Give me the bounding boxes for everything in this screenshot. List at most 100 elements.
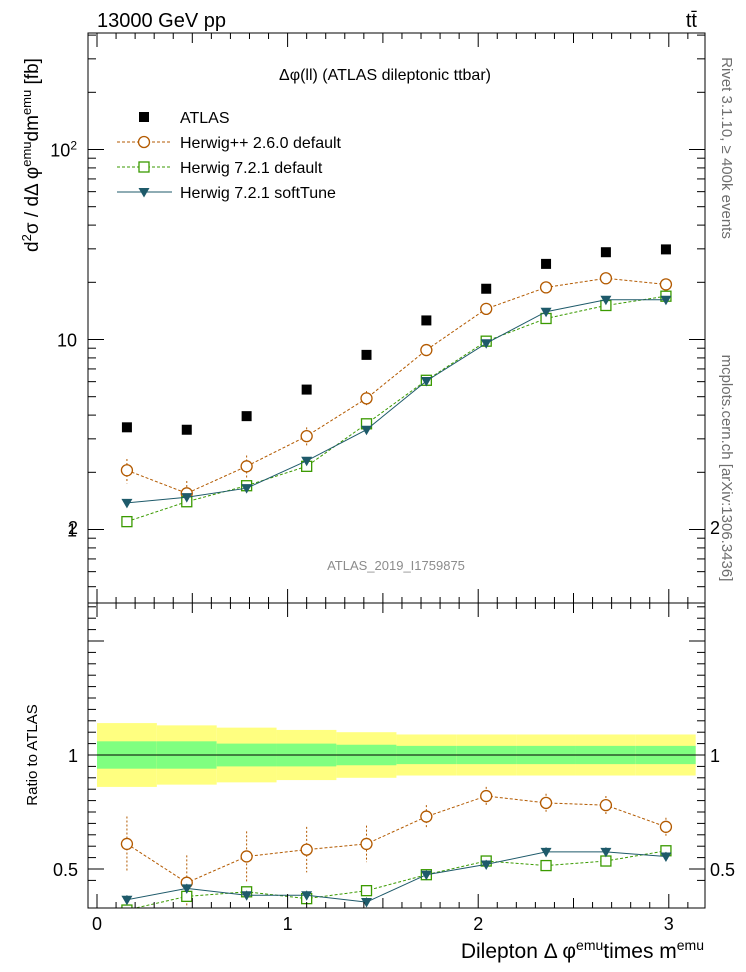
x-tick-label: 0 xyxy=(92,914,102,934)
legend-label: ATLAS xyxy=(180,110,230,127)
data-point xyxy=(539,281,553,294)
data-point xyxy=(360,885,373,897)
data-point xyxy=(480,302,493,315)
data-point xyxy=(121,895,133,906)
analysis-id: ATLAS_2019_I1759875 xyxy=(327,558,465,573)
data-point xyxy=(121,904,133,908)
data-point xyxy=(361,349,372,360)
legend: ATLAS Herwig++ 2.6.0 default Herwig 7.2.1 … xyxy=(117,110,342,202)
x-tick-label: 2 xyxy=(473,914,483,934)
main-y-axis-label: d2σ / dΔ φemudmemu [fb] xyxy=(19,58,44,252)
y-tick-label: 0.5 xyxy=(53,860,78,880)
legend-marker xyxy=(139,112,149,122)
data-point xyxy=(121,422,132,433)
series-line xyxy=(126,295,666,523)
ratio-y-axis-label: Ratio to ATLAS xyxy=(24,704,41,805)
legend-entry: ATLAS xyxy=(139,110,230,127)
data-point xyxy=(660,244,671,255)
data-point xyxy=(660,295,672,306)
series-herwig-7-2-1-softtune xyxy=(121,295,672,509)
data-point xyxy=(301,384,312,395)
data-point xyxy=(600,295,612,306)
data-point xyxy=(300,843,313,856)
data-point xyxy=(360,837,373,851)
series-herwig-7-2-1-softtune xyxy=(121,847,672,908)
y-tick-label-right: 0.5 xyxy=(710,860,735,880)
data-point xyxy=(240,460,253,473)
legend-entry: Herwig 7.2.1 default xyxy=(117,160,323,177)
legend-label: Herwig++ 2.6.0 default xyxy=(180,135,342,152)
series-line xyxy=(126,299,666,504)
data-point xyxy=(301,456,313,467)
data-point xyxy=(481,283,492,294)
data-point xyxy=(599,799,613,812)
x-tick-label: 3 xyxy=(664,914,674,934)
data-point xyxy=(361,425,373,436)
ratio-uncertainty-band xyxy=(97,723,696,787)
y-tick-label: 1 xyxy=(67,521,77,541)
rivet-note: Rivet 3.1.10, ≥ 400k events xyxy=(718,57,735,239)
data-point xyxy=(659,278,673,291)
data-point xyxy=(420,376,432,387)
mcplots-note: mcplots.cern.ch [arXiv:1306.3436] xyxy=(718,355,735,582)
plot-title: Δφ(ll) (ATLAS dileptonic ttbar) xyxy=(279,67,491,84)
series-herwig-7-2-1-default xyxy=(121,845,672,908)
series-herwig-7-2-1-default xyxy=(121,290,672,528)
legend-entry: Herwig 7.2.1 softTune xyxy=(117,185,336,202)
data-point xyxy=(121,515,133,528)
data-point xyxy=(659,820,673,833)
series-line xyxy=(126,795,667,884)
data-point xyxy=(480,339,492,349)
data-point xyxy=(540,307,552,318)
series-atlas xyxy=(121,244,671,435)
data-point xyxy=(599,272,613,285)
data-point xyxy=(240,850,253,863)
series-herwig-2-6-0-default xyxy=(120,272,673,508)
series-line xyxy=(126,851,666,903)
y-tick-label-right: 1 xyxy=(710,746,720,766)
y-tick-label: 1 xyxy=(68,746,78,766)
process-label: tt̄ xyxy=(686,10,698,32)
data-point xyxy=(480,789,493,803)
data-point xyxy=(421,315,432,326)
data-point xyxy=(541,258,552,269)
y-tick-label: 2 xyxy=(68,518,78,538)
series-line xyxy=(126,277,666,494)
data-point xyxy=(120,464,134,477)
y-tick-label: 102 xyxy=(50,139,77,161)
legend-label: Herwig 7.2.1 softTune xyxy=(180,185,336,202)
data-point xyxy=(181,493,193,503)
data-point xyxy=(301,891,313,901)
data-point xyxy=(420,810,433,823)
y-tick-label: 10 xyxy=(57,331,77,351)
data-point xyxy=(539,796,553,810)
legend-marker xyxy=(137,135,151,149)
data-point xyxy=(600,855,612,867)
data-point xyxy=(181,884,193,894)
legend-entry: Herwig++ 2.6.0 default xyxy=(117,135,342,152)
ratio-panel: 0 1 2 30.5 0.51 12 2 xyxy=(53,518,735,934)
data-point xyxy=(361,898,373,908)
data-point xyxy=(241,484,253,494)
data-point xyxy=(121,498,133,509)
energy-label: 13000 GeV pp xyxy=(97,10,226,32)
data-point xyxy=(600,847,612,858)
data-point xyxy=(360,392,373,405)
x-tick-label: 1 xyxy=(283,914,293,934)
data-point xyxy=(540,859,552,872)
series-herwig-2-6-0-default xyxy=(120,786,673,908)
data-point xyxy=(660,852,672,862)
data-point xyxy=(420,870,432,881)
data-point xyxy=(300,429,313,443)
data-point xyxy=(120,837,134,851)
data-point xyxy=(600,247,611,258)
series-line xyxy=(133,850,666,908)
x-axis-label: Dilepton Δ φemutimes memu xyxy=(461,937,704,963)
data-point xyxy=(181,424,192,435)
data-point xyxy=(480,860,492,870)
data-point xyxy=(241,891,253,901)
legend-label: Herwig 7.2.1 default xyxy=(180,160,323,177)
legend-marker xyxy=(138,161,150,173)
y-tick-label-right: 2 xyxy=(710,518,720,538)
